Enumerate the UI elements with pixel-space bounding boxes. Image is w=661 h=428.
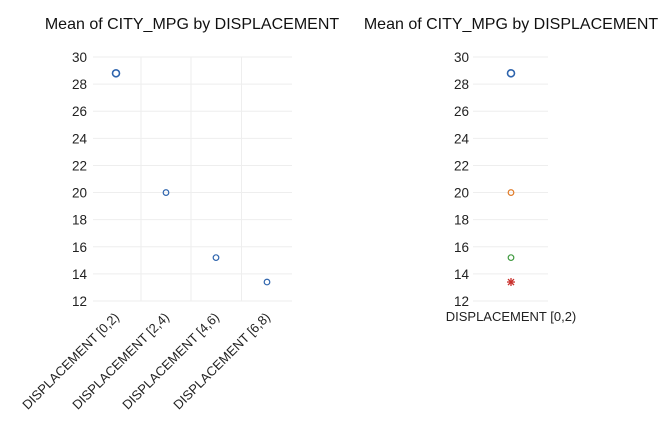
right-x-axis: DISPLACEMENT [0,2) [446, 309, 577, 324]
data-point-star [507, 278, 515, 287]
chart-left: Mean of CITY_MPG by DISPLACEMENT 30 28 26 2… [19, 16, 339, 412]
y-tick-label: 20 [72, 186, 87, 201]
y-tick-label: 16 [72, 240, 87, 255]
y-tick-label: 24 [454, 131, 470, 146]
right-gridlines [473, 56, 548, 302]
x-category-label: DISPLACEMENT [4,6) [119, 310, 222, 413]
x-category-label: DISPLACEMENT [6,8) [170, 310, 273, 413]
y-tick-label: 22 [72, 158, 87, 173]
x-category-label: DISPLACEMENT [0,2) [19, 310, 122, 413]
right-points [506, 68, 516, 287]
data-point [507, 254, 515, 262]
left-gridlines [93, 56, 292, 302]
y-tick-label: 22 [454, 158, 469, 173]
right-y-axis: 30 28 26 24 22 20 18 16 14 12 [454, 50, 470, 309]
y-tick-label: 18 [454, 213, 469, 228]
y-tick-label: 16 [454, 240, 469, 255]
data-point [263, 278, 271, 286]
data-point [212, 254, 220, 262]
data-point [111, 68, 121, 78]
y-tick-label: 12 [454, 294, 469, 309]
data-point [162, 189, 170, 196]
y-tick-label: 30 [454, 50, 469, 65]
left-x-axis: DISPLACEMENT [0,2)DISPLACEMENT [2,4)DISP… [19, 310, 273, 413]
right-chart-title: Mean of CITY_MPG by DISPLACEMENT [364, 16, 659, 33]
x-category-label: DISPLACEMENT [0,2) [446, 309, 577, 324]
y-tick-label: 14 [454, 267, 470, 282]
y-tick-label: 12 [72, 294, 87, 309]
chart-right: Mean of CITY_MPG by DISPLACEMENT 30 28 26 2… [364, 16, 659, 324]
y-tick-label: 26 [72, 104, 87, 119]
left-points [111, 68, 271, 286]
y-tick-label: 20 [454, 186, 469, 201]
data-point [506, 68, 516, 78]
y-tick-label: 28 [454, 77, 469, 92]
y-tick-label: 26 [454, 104, 469, 119]
y-tick-label: 24 [72, 131, 88, 146]
y-tick-label: 14 [72, 267, 88, 282]
left-chart-title: Mean of CITY_MPG by DISPLACEMENT [45, 16, 340, 33]
y-tick-label: 18 [72, 213, 87, 228]
left-y-axis: 30 28 26 24 22 20 18 16 14 12 [72, 50, 88, 309]
data-point [507, 189, 515, 196]
y-tick-label: 28 [72, 77, 87, 92]
x-category-label: DISPLACEMENT [2,4) [69, 310, 172, 413]
y-tick-label: 30 [72, 50, 87, 65]
